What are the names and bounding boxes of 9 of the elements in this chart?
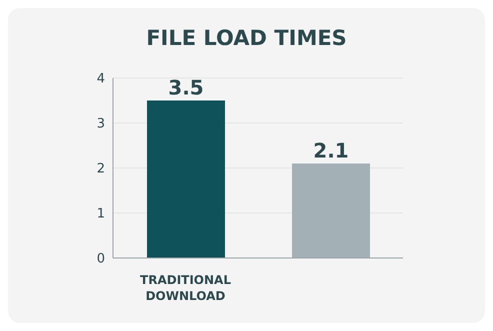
- y-tick-label: 0: [96, 252, 105, 267]
- y-tick-label: 1: [96, 206, 105, 222]
- data-label: 3.5: [168, 76, 204, 100]
- y-tick-label: 4: [96, 72, 105, 87]
- data-label: 2.1: [313, 138, 349, 162]
- x-tick-label: TRADITIONAL DOWNLOAD: [140, 273, 232, 303]
- y-tick-label: 3: [96, 116, 105, 132]
- y-tick-label: 2: [96, 162, 105, 177]
- chart-title: FILE LOAD TIMES: [145, 26, 348, 50]
